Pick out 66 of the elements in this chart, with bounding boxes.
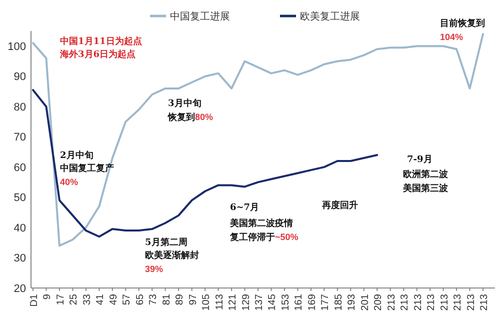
legend-label: 欧美复工进展 bbox=[300, 10, 360, 22]
annotation: 39% bbox=[145, 264, 164, 274]
x-tick-label: 213 bbox=[386, 294, 398, 311]
x-tick-label: 81 bbox=[161, 294, 172, 306]
x-tick-label: 121 bbox=[228, 294, 239, 311]
annotation: 6~7月 bbox=[230, 202, 260, 213]
x-tick-label: 177 bbox=[320, 294, 332, 311]
x-tick-label: 9 bbox=[42, 294, 54, 300]
annotation: 中国1月11日为起点 bbox=[60, 36, 142, 47]
x-tick-label: 73 bbox=[148, 294, 160, 306]
y-tick-label: 60 bbox=[14, 162, 26, 174]
annotation: 恢复到80% bbox=[167, 112, 214, 123]
annotation: 3月中旬 bbox=[168, 98, 202, 109]
x-tick-label: 49 bbox=[108, 294, 120, 306]
x-tick-label: 213 bbox=[466, 294, 477, 311]
annotation: 复工停滞于~50% bbox=[229, 232, 298, 243]
x-tick-label: 161 bbox=[294, 294, 305, 311]
annotation: 7-9月 bbox=[407, 154, 432, 165]
x-tick-label: 65 bbox=[134, 294, 146, 306]
x-tick-label: 105 bbox=[201, 294, 212, 311]
text: 目前恢复到 bbox=[440, 18, 485, 29]
y-tick-label: 80 bbox=[14, 101, 26, 114]
x-tick-label: 213 bbox=[439, 294, 450, 311]
x-tick-label: 213 bbox=[452, 294, 464, 311]
x-tick-label: 213 bbox=[400, 294, 411, 311]
annotation: 美国第三波 bbox=[402, 183, 449, 194]
x-tick-label: 213 bbox=[426, 294, 438, 311]
x-tick-label: 145 bbox=[267, 294, 278, 311]
x-tick-label: 137 bbox=[254, 294, 265, 311]
y-tick-label: 50 bbox=[14, 192, 26, 204]
x-tick-label: 17 bbox=[55, 294, 66, 306]
x-tick-label: 209 bbox=[373, 294, 384, 311]
y-tick-label: 70 bbox=[14, 132, 26, 144]
annotation: 再度回升 bbox=[321, 200, 358, 211]
line-series bbox=[32, 33, 484, 247]
x-tick-label: 201 bbox=[360, 294, 371, 311]
y-tick-label: 100 bbox=[8, 40, 26, 53]
annotation: 中国复工复产 bbox=[60, 163, 114, 174]
annotation: 欧美逐渐解封 bbox=[145, 250, 199, 261]
y-tick-label: 30 bbox=[14, 252, 26, 265]
annotation: 海外3月6日为起点 bbox=[59, 49, 136, 60]
annotation: 欧洲第二波 bbox=[403, 169, 449, 180]
legend-label: 中国复工进展 bbox=[170, 10, 230, 22]
x-tick-label: 153 bbox=[280, 294, 292, 311]
y-tick-label: 40 bbox=[14, 222, 26, 234]
annotation: 104% bbox=[440, 32, 464, 42]
x-tick-label: 57 bbox=[122, 294, 133, 306]
x-tick-label: 113 bbox=[214, 294, 226, 310]
x-tick-label: D1 bbox=[29, 294, 40, 307]
annotation: 2月中旬 bbox=[60, 150, 94, 161]
x-tick-label: 129 bbox=[240, 294, 252, 311]
x-tick-label: 41 bbox=[95, 294, 106, 306]
x-tick-label: 193 bbox=[346, 294, 358, 311]
y-tick-label: 20 bbox=[14, 282, 26, 295]
x-tick-label: 89 bbox=[174, 294, 186, 306]
x-tick-label: 25 bbox=[68, 294, 80, 306]
x-tick-label: 97 bbox=[188, 294, 199, 306]
y-tick-label: 90 bbox=[14, 71, 26, 84]
annotation: 美国第二波疫情 bbox=[229, 218, 293, 229]
annotation: 5月第二周 bbox=[145, 237, 188, 248]
x-tick-label: 185 bbox=[333, 294, 344, 311]
x-tick-label: 213 bbox=[412, 294, 424, 311]
x-tick-label: 213 bbox=[479, 294, 490, 311]
annotation: 40% bbox=[60, 177, 78, 187]
x-tick-label: 169 bbox=[306, 294, 318, 311]
x-tick-label: 33 bbox=[82, 294, 93, 306]
